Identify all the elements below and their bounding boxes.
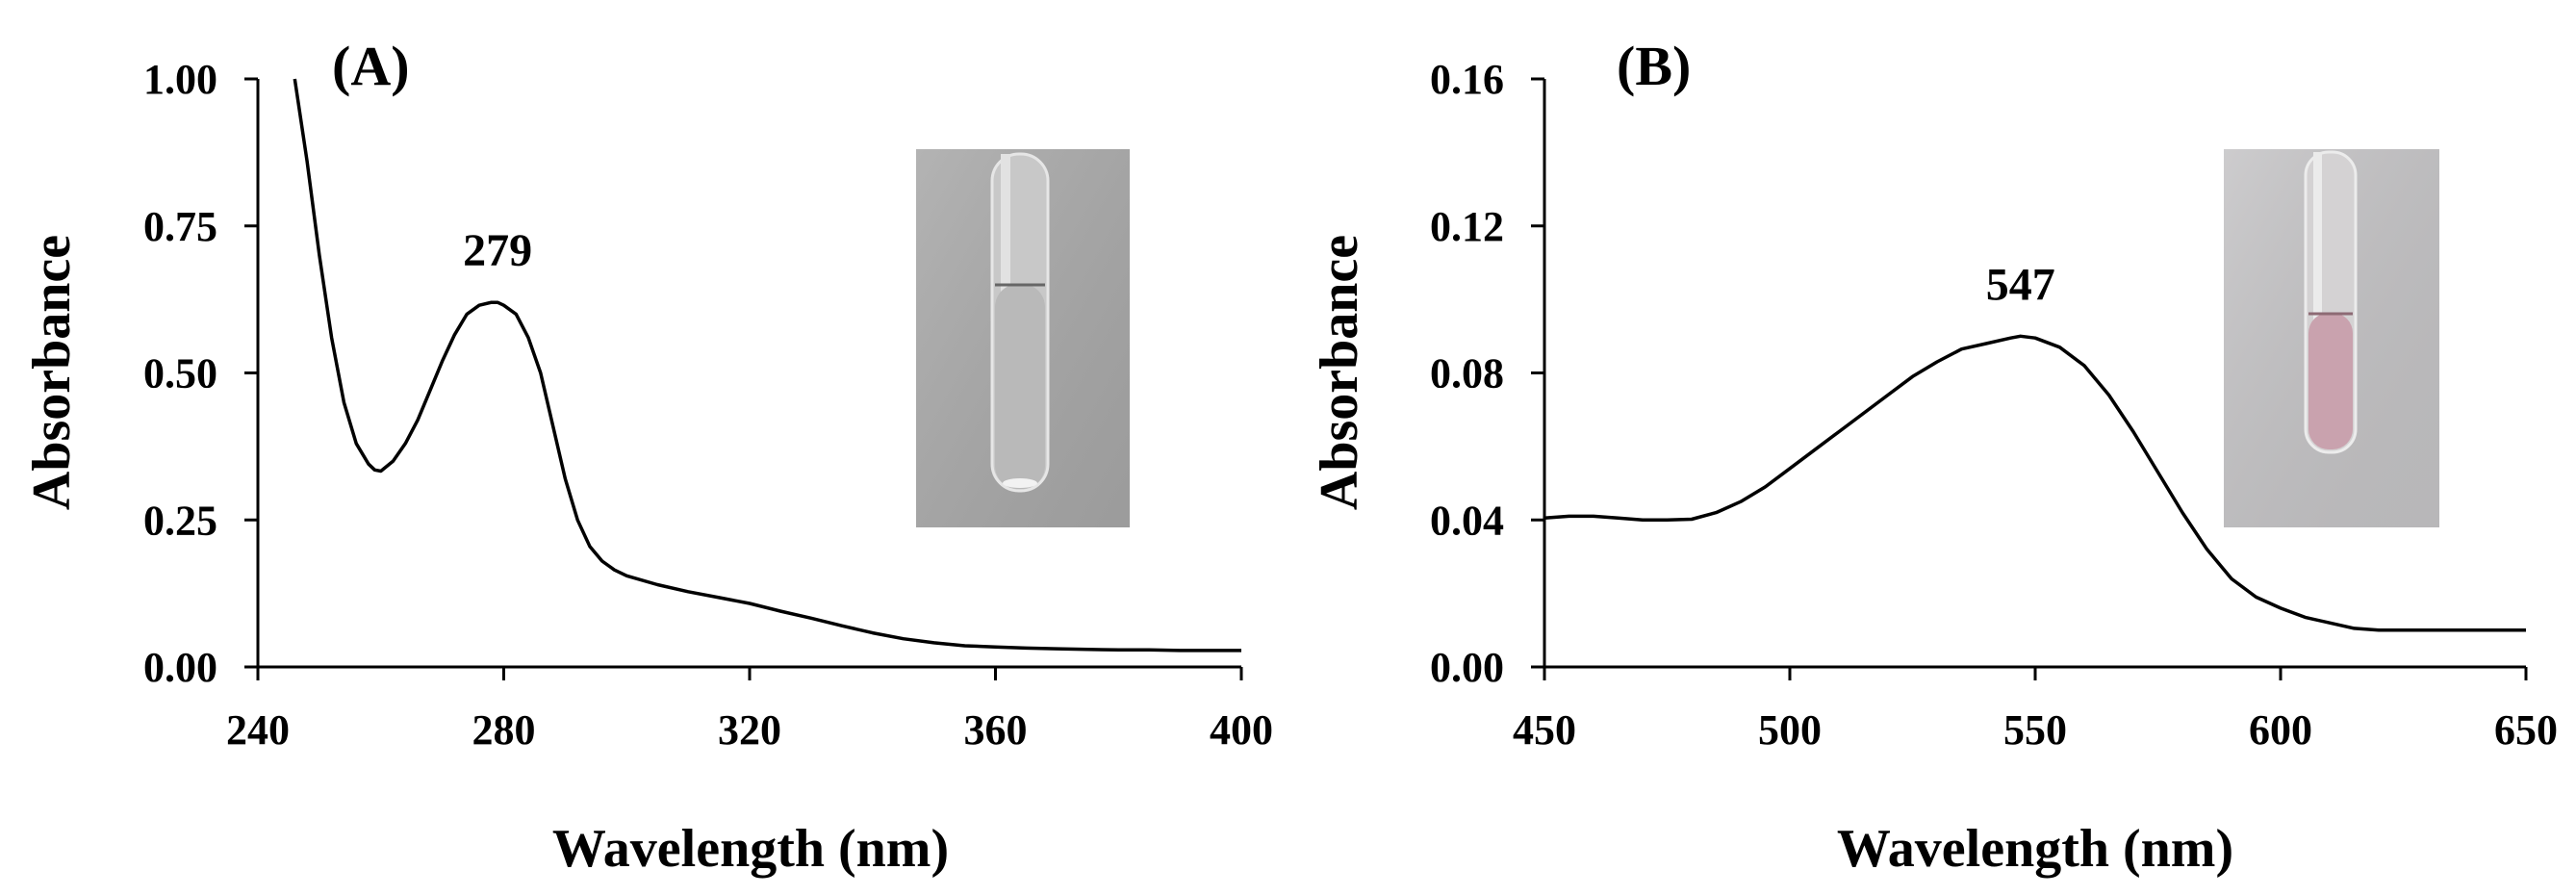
panel-a-y-tick-label: 0.50 — [143, 350, 217, 397]
panel-a-chart: (A) 240 280 320 360 4000.000.250.500.751.00 … — [22, 35, 1273, 879]
panel-a-x-tick-label: 280 — [472, 706, 536, 754]
panel-b-y-tick-label: 0.00 — [1430, 644, 1504, 691]
panel-a-y-tick-label: 0.75 — [143, 203, 217, 250]
panel-a-y-tick-label: 0.00 — [143, 644, 217, 691]
panel-a-x-tick-label: 320 — [718, 706, 781, 754]
panel-b-ticks: 450 500 550 600 650 0.00 0.04 0.08 0.12 0.16 — [1430, 56, 2558, 754]
panel-b-y-tick-label: 0.04 — [1430, 497, 1504, 544]
panel-a-ticks: 240 280 320 360 400 0.00 0.25 0.50 0.75 1.00 — [143, 56, 1273, 754]
panel-a-x-tick-label: 400 — [1210, 706, 1273, 754]
panel-b-x-tick-label: 650 — [2494, 706, 2558, 754]
panel-b-chart: (B) 450 500 550 600 6500.000.040.080.120.16 … — [1310, 35, 2558, 879]
panel-b-x-tick-label: 600 — [2249, 706, 2312, 754]
panel-a-x-tick-label: 360 — [964, 706, 1028, 754]
panel-a-x-tick-label: 240 — [226, 706, 290, 754]
panel-b-y-tick-label: 0.12 — [1430, 203, 1504, 250]
panel-b-xlabel: Wavelength (nm) — [1837, 819, 2233, 879]
panel-a-y-tick-label: 1.00 — [143, 56, 217, 103]
panel-a-y-tick-label: 0.25 — [143, 497, 217, 544]
panel-a-peak-label: 279 — [463, 225, 532, 276]
panel-a-series-line — [293, 78, 1241, 653]
panel-b-peak-label: 547 — [1986, 259, 2055, 310]
cuvette-photo-colorless — [916, 149, 1130, 527]
cuvette-photo-pink — [2224, 149, 2439, 527]
panel-b-x-tick-label: 550 — [2003, 706, 2067, 754]
panel-b-label: (B) — [1617, 35, 1691, 97]
panel-a-xlabel: Wavelength (nm) — [552, 819, 949, 879]
panel-b-x-tick-label: 500 — [1758, 706, 1822, 754]
panel-b-x-tick-label: 450 — [1513, 706, 1576, 754]
panel-b-ylabel: Absorbance — [1310, 235, 1369, 510]
panel-a-ylabel: Absorbance — [22, 235, 82, 510]
panel-b-series-line — [1543, 334, 2526, 632]
panel-b-y-tick-label: 0.08 — [1430, 350, 1504, 397]
panel-a-label: (A) — [332, 35, 410, 97]
panel-b-y-tick-label: 0.16 — [1430, 56, 1504, 103]
